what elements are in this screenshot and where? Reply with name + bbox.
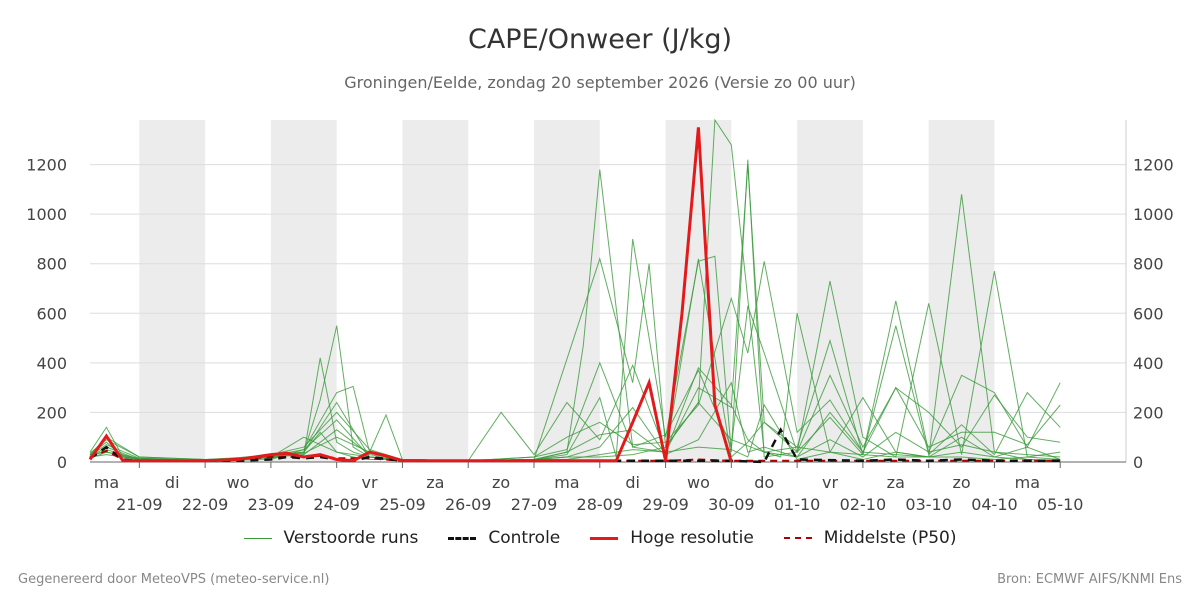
y-tick-label: 200: [36, 403, 67, 422]
x-tick-day-label: vr: [822, 473, 838, 492]
y-tick-label: 800: [36, 255, 67, 274]
x-tick-day-label: di: [165, 473, 180, 492]
y-tick-label: 1200: [26, 156, 67, 175]
shaded-band: [665, 120, 732, 462]
y-tick-label-right: 1000: [1133, 205, 1174, 224]
legend-item-control[interactable]: Controle: [448, 528, 560, 548]
shaded-band: [139, 120, 206, 462]
chart-title: CAPE/Onweer (J/kg): [467, 24, 732, 55]
y-tick-label: 1000: [26, 205, 67, 224]
legend-label-ensemble: Verstoorde runs: [283, 528, 419, 548]
chart-subtitle: Groningen/Eelde, zondag 20 september 202…: [344, 73, 856, 92]
x-tick-day-label: vr: [362, 473, 378, 492]
x-tick-date-label: 01-10: [774, 495, 821, 514]
x-tick-date-label: 21-09: [116, 495, 163, 514]
x-tick-date-label: 30-09: [708, 495, 755, 514]
x-tick-day-label: wo: [227, 473, 250, 492]
x-tick-day-label: do: [754, 473, 774, 492]
legend-item-high-res[interactable]: Hoge resolutie: [590, 528, 754, 548]
shaded-band: [402, 120, 469, 462]
x-tick-date-label: 22-09: [182, 495, 229, 514]
ensemble-member-line: [89, 261, 1061, 462]
ensemble-swatch: [243, 537, 272, 539]
legend-item-median[interactable]: Middelste (P50): [783, 528, 957, 548]
ensemble-member-line: [89, 164, 1061, 462]
ensemble-members: [89, 118, 1061, 462]
x-tick-date-label: 03-10: [905, 495, 952, 514]
y-tick-label-right: 600: [1133, 304, 1164, 323]
shaded-band: [928, 120, 995, 462]
y-tick-label-right: 200: [1133, 403, 1164, 422]
x-tick-day-label: ma: [94, 473, 119, 492]
x-tick-date-label: 28-09: [577, 495, 624, 514]
ensemble-member-line: [89, 381, 1061, 462]
x-tick-date-label: 26-09: [445, 495, 492, 514]
y-tick-label: 600: [36, 304, 67, 323]
weekend-bands: [139, 120, 995, 462]
x-tick-day-label: ma: [554, 473, 579, 492]
x-tick-date-label: 24-09: [313, 495, 360, 514]
legend: Verstoorde runs Controle Hoge resolutie …: [0, 528, 1200, 548]
x-tick-day-label: ma: [1015, 473, 1040, 492]
x-tick-day-label: za: [426, 473, 444, 492]
y-tick-label-right: 0: [1133, 453, 1143, 472]
y-axis-right: 0 200 400 600 800 1000 1200: [1133, 156, 1174, 472]
x-tick-date-label: 02-10: [840, 495, 887, 514]
high-res-swatch: [590, 536, 619, 540]
x-tick-day-label: zo: [492, 473, 510, 492]
x-axis: ma21-09di22-09wo23-09do24-09vr25-09za26-…: [90, 461, 1126, 514]
median-swatch: [783, 537, 812, 539]
y-axis-left: 0 200 400 600 800 1000 1200: [26, 156, 67, 472]
y-tick-label: 400: [36, 354, 67, 373]
x-tick-day-label: di: [625, 473, 640, 492]
legend-label-median: Middelste (P50): [823, 528, 957, 548]
ensemble-member-line: [89, 305, 1061, 462]
x-tick-day-label: wo: [687, 473, 710, 492]
legend-label-high-res: Hoge resolutie: [630, 528, 754, 548]
x-tick-date-label: 29-09: [642, 495, 689, 514]
shaded-band: [797, 120, 863, 462]
shaded-band: [270, 120, 337, 462]
legend-item-ensemble[interactable]: Verstoorde runs: [243, 528, 419, 548]
y-tick-label-right: 400: [1133, 354, 1164, 373]
footer-source: Bron: ECMWF AIFS/KNMI Ens: [997, 572, 1182, 587]
x-tick-date-label: 23-09: [248, 495, 295, 514]
high-resolution-line: [88, 127, 733, 463]
x-tick-day-label: do: [294, 473, 314, 492]
x-tick-date-label: 27-09: [511, 495, 558, 514]
y-tick-label-right: 1200: [1133, 156, 1174, 175]
footer-generated-by: Gegenereerd door MeteoVPS (meteo-service…: [18, 572, 330, 587]
shaded-band: [534, 120, 600, 462]
x-tick-day-label: za: [887, 473, 905, 492]
legend-label-control: Controle: [488, 528, 561, 548]
y-tick-label: 0: [57, 453, 67, 472]
high-resolution-series: [88, 127, 733, 463]
x-tick-date-label: 05-10: [1037, 495, 1084, 514]
control-swatch: [448, 536, 477, 540]
x-tick-date-label: 04-10: [971, 495, 1018, 514]
y-tick-label-right: 800: [1133, 255, 1164, 274]
x-tick-day-label: zo: [952, 473, 970, 492]
x-tick-date-label: 25-09: [379, 495, 426, 514]
